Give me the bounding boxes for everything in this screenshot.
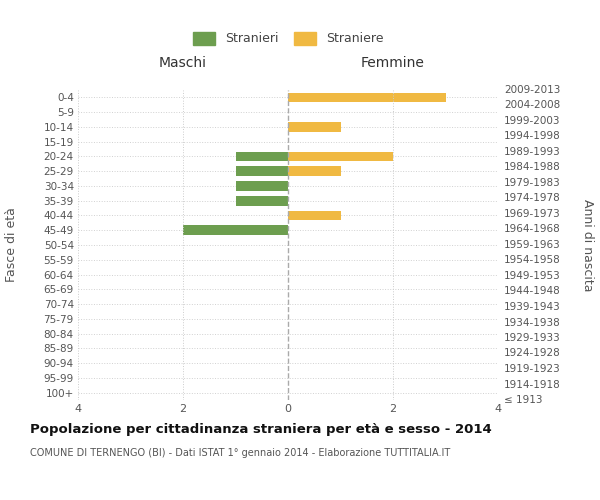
Text: 1984-1988: 1984-1988 [504, 162, 561, 172]
Text: COMUNE DI TERNENGO (BI) - Dati ISTAT 1° gennaio 2014 - Elaborazione TUTTITALIA.I: COMUNE DI TERNENGO (BI) - Dati ISTAT 1° … [30, 448, 450, 458]
Bar [288, 210, 341, 220]
Text: Fasce di età: Fasce di età [5, 208, 19, 282]
Bar [235, 166, 288, 176]
Text: 1994-1998: 1994-1998 [504, 132, 561, 141]
Text: Maschi: Maschi [159, 56, 207, 70]
Text: 1964-1968: 1964-1968 [504, 224, 561, 234]
Bar [288, 152, 393, 161]
Text: 1954-1958: 1954-1958 [504, 256, 561, 266]
Text: 1999-2003: 1999-2003 [504, 116, 560, 126]
Text: 1949-1953: 1949-1953 [504, 271, 561, 281]
Text: 1924-1928: 1924-1928 [504, 348, 561, 358]
Text: 1979-1983: 1979-1983 [504, 178, 561, 188]
Bar [235, 152, 288, 161]
Text: Anni di nascita: Anni di nascita [581, 198, 595, 291]
Bar [288, 122, 341, 132]
Text: 1919-1923: 1919-1923 [504, 364, 561, 374]
Text: 1914-1918: 1914-1918 [504, 380, 561, 390]
Text: 1974-1978: 1974-1978 [504, 194, 561, 203]
Text: 1969-1973: 1969-1973 [504, 209, 561, 219]
Text: 1989-1993: 1989-1993 [504, 147, 561, 157]
Text: Popolazione per cittadinanza straniera per età e sesso - 2014: Popolazione per cittadinanza straniera p… [30, 422, 492, 436]
Text: ≤ 1913: ≤ 1913 [504, 395, 542, 405]
Text: 1959-1963: 1959-1963 [504, 240, 561, 250]
Text: 2004-2008: 2004-2008 [504, 100, 560, 110]
Text: Femmine: Femmine [361, 56, 425, 70]
Legend: Stranieri, Straniere: Stranieri, Straniere [189, 28, 387, 49]
Text: 1929-1933: 1929-1933 [504, 333, 561, 343]
Text: 1944-1948: 1944-1948 [504, 286, 561, 296]
Bar [288, 92, 445, 102]
Bar [183, 226, 288, 235]
Text: 1934-1938: 1934-1938 [504, 318, 561, 328]
Bar [288, 166, 341, 176]
Text: 2009-2013: 2009-2013 [504, 85, 560, 95]
Bar [235, 181, 288, 190]
Text: 1939-1943: 1939-1943 [504, 302, 561, 312]
Bar [235, 196, 288, 205]
